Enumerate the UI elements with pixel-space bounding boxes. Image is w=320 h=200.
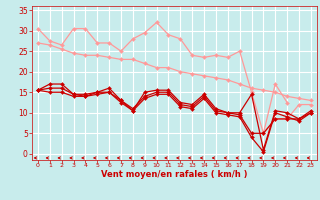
X-axis label: Vent moyen/en rafales ( km/h ): Vent moyen/en rafales ( km/h ) — [101, 170, 248, 179]
